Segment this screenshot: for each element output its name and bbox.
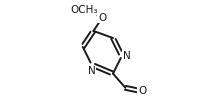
Text: N: N	[88, 66, 95, 77]
Text: O: O	[98, 13, 106, 23]
Text: O: O	[138, 86, 146, 96]
Text: N: N	[123, 51, 131, 61]
Text: OCH₃: OCH₃	[71, 5, 98, 15]
